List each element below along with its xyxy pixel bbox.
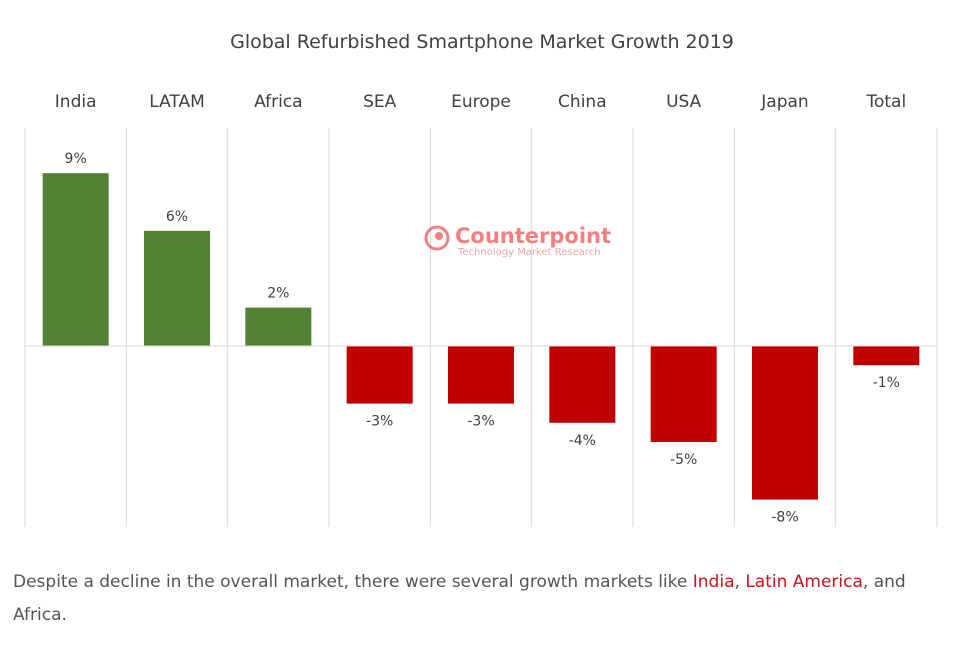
category-label: Africa <box>254 92 303 112</box>
category-label: Europe <box>451 92 511 112</box>
caption-separator: , <box>734 572 746 592</box>
category-label: China <box>558 92 607 112</box>
category-label: Total <box>865 92 906 112</box>
chart-title: Global Refurbished Smartphone Market Gro… <box>230 31 734 53</box>
bar-china <box>549 346 616 423</box>
data-label: 6% <box>166 209 188 225</box>
data-label: -4% <box>569 433 596 449</box>
watermark-name: Counterpoint <box>455 224 611 248</box>
data-labels: 9% 6% 2% -3% -3% -4% -5% -8% -1% <box>65 151 900 525</box>
data-label: 2% <box>267 286 289 302</box>
caption-link-india[interactable]: India <box>692 572 735 592</box>
category-label: LATAM <box>149 92 205 112</box>
caption-text: Despite a decline in the overall market,… <box>13 572 693 592</box>
data-label: -5% <box>670 452 697 468</box>
data-label: 9% <box>65 151 87 167</box>
data-label: -1% <box>873 375 900 391</box>
category-label: India <box>55 92 97 112</box>
bar-japan <box>752 346 818 500</box>
watermark-subtitle: Technology Market Research <box>457 247 601 258</box>
category-labels: India LATAM Africa SEA Europe China USA Japan To… <box>55 92 906 112</box>
bar-india <box>42 173 109 346</box>
caption-tail: Africa. <box>13 605 67 625</box>
bar-africa <box>245 307 312 346</box>
bar-usa <box>650 346 717 442</box>
counterpoint-logo-icon <box>424 225 450 251</box>
category-label: Japan <box>760 92 808 112</box>
bar-total <box>853 346 920 366</box>
category-label: SEA <box>363 92 397 112</box>
bar-europe <box>448 346 514 404</box>
caption-link-latin-america[interactable]: Latin America <box>745 572 863 592</box>
bar-latam <box>144 230 210 346</box>
bar-sea <box>346 346 413 404</box>
data-label: -3% <box>467 414 494 430</box>
data-label: -3% <box>366 414 393 430</box>
chart: Global Refurbished Smartphone Market Gro… <box>24 31 938 527</box>
watermark: Counterpoint Technology Market Research <box>424 224 611 258</box>
data-label: -8% <box>771 510 798 526</box>
category-label: USA <box>666 92 702 112</box>
caption: Despite a decline in the overall market,… <box>13 566 953 632</box>
chart-grid <box>24 128 938 527</box>
caption-separator: , and <box>862 572 906 592</box>
chart-bars <box>42 173 920 500</box>
